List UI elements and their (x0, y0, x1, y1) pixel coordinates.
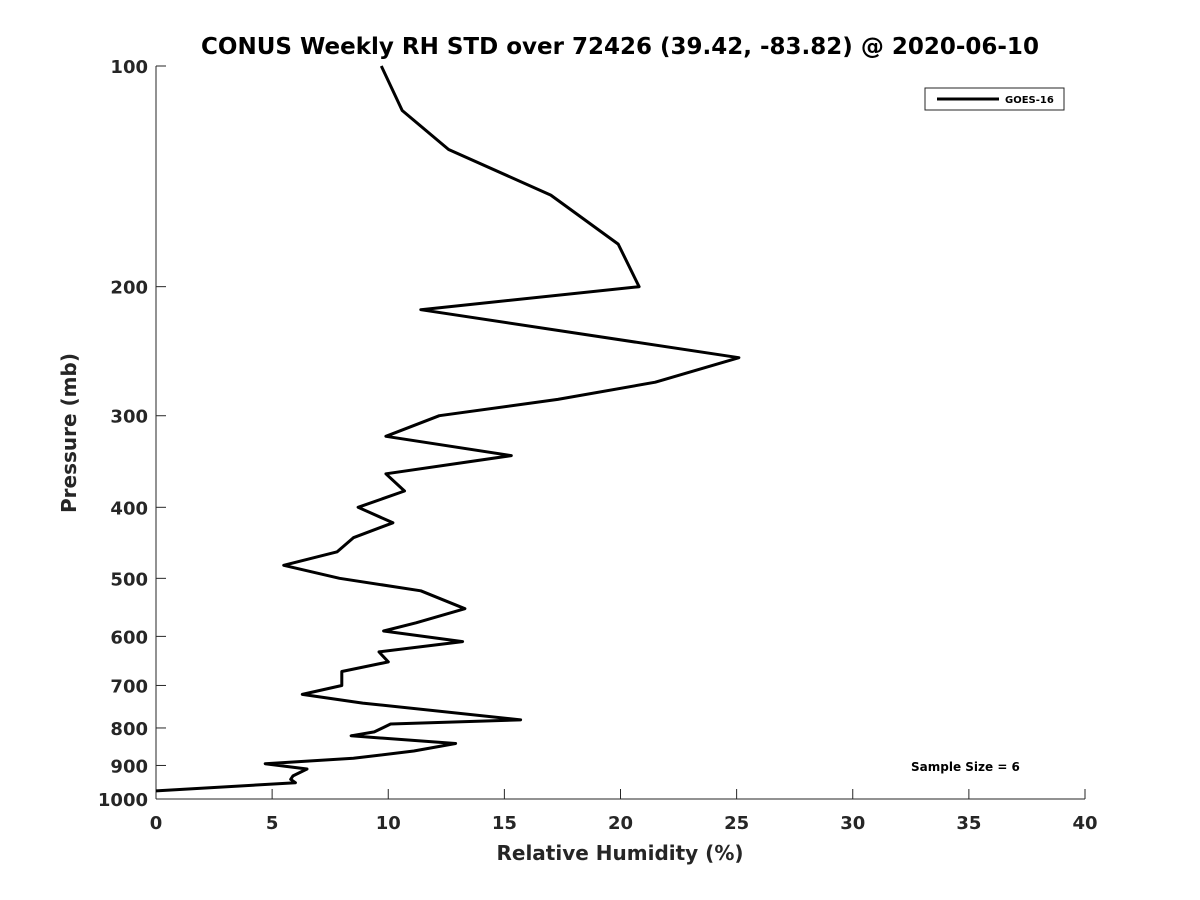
y-tick-label: 400 (110, 498, 148, 519)
y-tick-label: 100 (110, 57, 148, 78)
y-tick-label: 600 (110, 627, 148, 648)
y-tick-label: 700 (110, 676, 148, 697)
x-tick-label: 15 (492, 813, 517, 834)
y-tick-label: 300 (110, 407, 148, 428)
y-tick-label: 800 (110, 719, 148, 740)
y-tick-label: 200 (110, 278, 148, 299)
y-tick-label: 900 (110, 756, 148, 777)
x-tick-label: 35 (956, 813, 981, 834)
x-tick-label: 0 (150, 813, 163, 834)
x-tick-label: 30 (840, 813, 865, 834)
x-tick-label: 25 (724, 813, 749, 834)
y-tick-label: 500 (110, 569, 148, 590)
series-line-goes-16 (155, 65, 741, 793)
legend: GOES-16 (924, 87, 1065, 111)
y-tick-label: 1000 (98, 790, 148, 811)
chart-title: CONUS Weekly RH STD over 72426 (39.42, -… (201, 34, 1039, 60)
plot-area: 0 5 10 15 20 25 30 35 40 100 200 300 400 500 600 700 80… (98, 57, 1098, 834)
x-axis-label: Relative Humidity (%) (496, 841, 743, 865)
sample-size-annotation: Sample Size = 6 (911, 760, 1020, 774)
x-tick-label: 5 (266, 813, 279, 834)
x-tick-label: 10 (376, 813, 401, 834)
x-tick-label: 40 (1072, 813, 1097, 834)
x-tick-label: 20 (608, 813, 633, 834)
y-axis: 100 200 300 400 500 600 700 800 900 1000 (98, 57, 166, 811)
y-axis-label: Pressure (mb) (57, 353, 81, 513)
x-axis: 0 5 10 15 20 25 30 35 40 (150, 789, 1098, 834)
legend-entry-goes-16: GOES-16 (1005, 95, 1054, 106)
